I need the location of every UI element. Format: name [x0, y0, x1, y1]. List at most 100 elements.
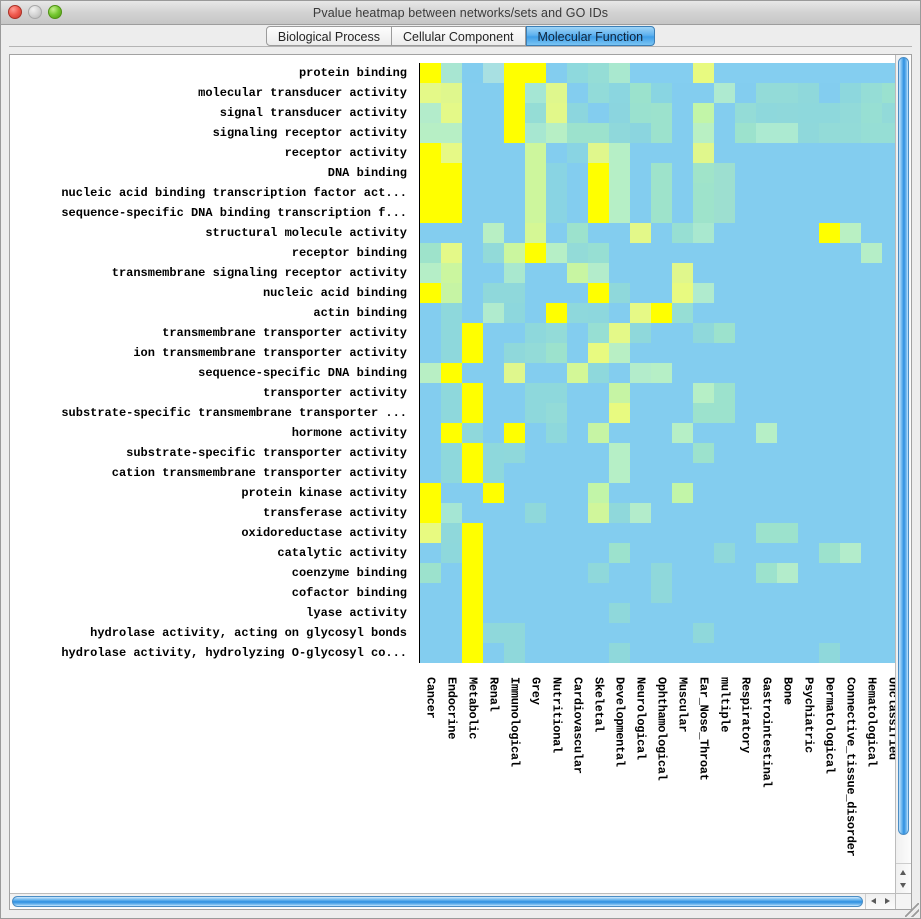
heatmap-cell[interactable] [693, 563, 714, 583]
heatmap-cell[interactable] [651, 463, 672, 483]
heatmap-cell[interactable] [672, 303, 693, 323]
heatmap-cell[interactable] [714, 343, 735, 363]
heatmap-cell[interactable] [420, 503, 441, 523]
heatmap-cell[interactable] [420, 603, 441, 623]
heatmap-cell[interactable] [798, 403, 819, 423]
heatmap-cell[interactable] [693, 343, 714, 363]
heatmap-cell[interactable] [546, 63, 567, 83]
heatmap-cell[interactable] [882, 643, 896, 663]
heatmap-cell[interactable] [609, 363, 630, 383]
heatmap-cell[interactable] [714, 483, 735, 503]
heatmap-cell[interactable] [483, 563, 504, 583]
heatmap-cell[interactable] [798, 443, 819, 463]
heatmap-cell[interactable] [609, 123, 630, 143]
heatmap-cell[interactable] [546, 163, 567, 183]
scroll-right-arrow-icon[interactable] [885, 898, 890, 904]
heatmap-cell[interactable] [504, 463, 525, 483]
heatmap-cell[interactable] [798, 583, 819, 603]
heatmap-cell[interactable] [483, 303, 504, 323]
heatmap-cell[interactable] [882, 183, 896, 203]
heatmap-cell[interactable] [819, 523, 840, 543]
heatmap-cell[interactable] [693, 223, 714, 243]
heatmap-cell[interactable] [525, 323, 546, 343]
heatmap-cell[interactable] [861, 343, 882, 363]
heatmap-cell[interactable] [441, 203, 462, 223]
heatmap-cell[interactable] [441, 383, 462, 403]
heatmap-cell[interactable] [609, 603, 630, 623]
heatmap-cell[interactable] [798, 483, 819, 503]
heatmap-cell[interactable] [735, 283, 756, 303]
heatmap-cell[interactable] [777, 63, 798, 83]
heatmap-cell[interactable] [525, 563, 546, 583]
heatmap-cell[interactable] [483, 263, 504, 283]
heatmap-cell[interactable] [504, 383, 525, 403]
heatmap-cell[interactable] [798, 223, 819, 243]
horizontal-scrollbar-thumb[interactable] [12, 896, 863, 907]
heatmap-cell[interactable] [525, 223, 546, 243]
heatmap-cell[interactable] [441, 483, 462, 503]
heatmap-cell[interactable] [441, 123, 462, 143]
heatmap-cell[interactable] [525, 603, 546, 623]
heatmap-cell[interactable] [651, 523, 672, 543]
heatmap-cell[interactable] [756, 203, 777, 223]
heatmap-cell[interactable] [546, 363, 567, 383]
heatmap-cell[interactable] [756, 63, 777, 83]
heatmap-cell[interactable] [798, 323, 819, 343]
heatmap-cell[interactable] [882, 343, 896, 363]
heatmap-cell[interactable] [798, 183, 819, 203]
heatmap-cell[interactable] [798, 163, 819, 183]
heatmap-cell[interactable] [420, 563, 441, 583]
heatmap-cell[interactable] [714, 143, 735, 163]
heatmap-cell[interactable] [735, 223, 756, 243]
heatmap-cell[interactable] [882, 363, 896, 383]
heatmap-cell[interactable] [462, 203, 483, 223]
heatmap-cell[interactable] [567, 223, 588, 243]
heatmap-cell[interactable] [630, 503, 651, 523]
heatmap-cell[interactable] [840, 443, 861, 463]
heatmap-cell[interactable] [588, 143, 609, 163]
heatmap-cell[interactable] [861, 363, 882, 383]
heatmap-cell[interactable] [651, 543, 672, 563]
heatmap-cell[interactable] [441, 163, 462, 183]
heatmap-cell[interactable] [441, 63, 462, 83]
heatmap-cell[interactable] [861, 563, 882, 583]
heatmap-cell[interactable] [525, 503, 546, 523]
heatmap-cell[interactable] [798, 623, 819, 643]
heatmap-cell[interactable] [861, 483, 882, 503]
heatmap-cell[interactable] [462, 483, 483, 503]
heatmap-cell[interactable] [525, 123, 546, 143]
heatmap-cell[interactable] [567, 403, 588, 423]
heatmap-cell[interactable] [567, 323, 588, 343]
heatmap-cell[interactable] [777, 603, 798, 623]
heatmap-cell[interactable] [420, 643, 441, 663]
heatmap-cell[interactable] [525, 143, 546, 163]
heatmap-cell[interactable] [735, 583, 756, 603]
heatmap-cell[interactable] [672, 403, 693, 423]
heatmap-cell[interactable] [693, 363, 714, 383]
heatmap-cell[interactable] [756, 483, 777, 503]
heatmap-cell[interactable] [756, 383, 777, 403]
heatmap-cell[interactable] [609, 283, 630, 303]
heatmap-cell[interactable] [672, 463, 693, 483]
heatmap-cell[interactable] [462, 103, 483, 123]
heatmap-cell[interactable] [861, 443, 882, 463]
heatmap-cell[interactable] [651, 123, 672, 143]
heatmap-cell[interactable] [504, 143, 525, 163]
heatmap-cell[interactable] [735, 543, 756, 563]
heatmap-cell[interactable] [504, 483, 525, 503]
heatmap-cell[interactable] [525, 623, 546, 643]
heatmap-cell[interactable] [882, 483, 896, 503]
heatmap-cell[interactable] [483, 103, 504, 123]
heatmap-cell[interactable] [714, 443, 735, 463]
heatmap-cell[interactable] [588, 203, 609, 223]
heatmap-cell[interactable] [609, 63, 630, 83]
heatmap-cell[interactable] [483, 383, 504, 403]
heatmap-cell[interactable] [798, 123, 819, 143]
heatmap-cell[interactable] [714, 83, 735, 103]
heatmap-cell[interactable] [840, 463, 861, 483]
heatmap-cell[interactable] [462, 343, 483, 363]
heatmap-cell[interactable] [882, 563, 896, 583]
heatmap-cell[interactable] [693, 583, 714, 603]
heatmap-cell[interactable] [882, 223, 896, 243]
heatmap-cell[interactable] [546, 103, 567, 123]
